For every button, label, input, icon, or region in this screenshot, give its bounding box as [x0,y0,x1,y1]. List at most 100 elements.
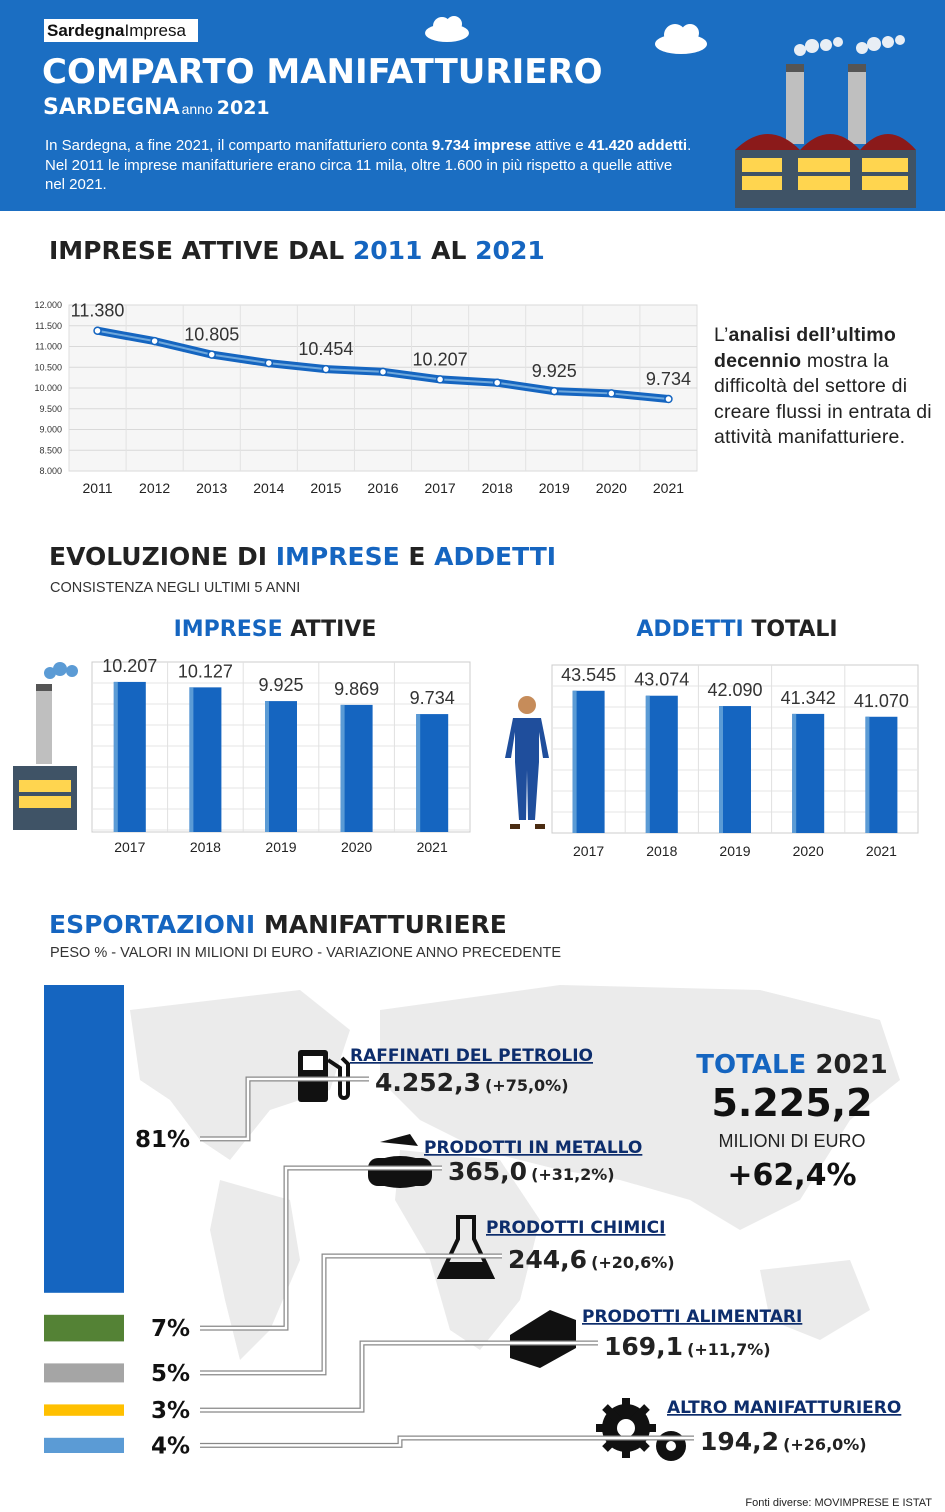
x-tick-label: 2014 [253,480,284,496]
x-tick-label: 2015 [310,480,341,496]
point [150,336,159,346]
amount-change: (+75,0%) [485,1076,569,1095]
x-tick-label: 2016 [367,480,398,496]
data-label: 10.207 [102,656,157,676]
amount: 169,1 (+11,7%) [604,1332,771,1361]
total-label: TOTALE 2021 [696,1050,887,1080]
world-map [130,985,900,1360]
amount-value: 365,0 [448,1157,527,1186]
text-run: analisi dell’ultimo decennio [714,324,896,372]
clouds [425,16,707,54]
data-label: 9.869 [334,679,379,699]
share-label: 81% [135,1127,190,1153]
brand-b: Impresa [124,21,186,40]
bar-shade [572,690,577,833]
connector [200,1436,694,1447]
bar-shade [113,681,118,832]
bar [719,706,751,833]
point [492,378,502,387]
text-run: ADDETTI [434,542,556,571]
total-unit: MILIONI DI EURO [718,1131,865,1151]
amount-change: (+31,2%) [531,1165,615,1184]
share-block [44,1363,124,1383]
bar-shade [189,687,194,832]
worker-icon [505,696,549,829]
text-run: IMPRESE [174,617,283,642]
text-run: IMPRESE [276,542,400,571]
x-tick-label: 2020 [793,843,824,859]
x-tick-label: 2018 [190,839,221,855]
text-run: ATTIVE [283,617,377,642]
share-block [44,1437,124,1453]
x-tick-label: 2021 [653,480,684,496]
share-block [44,1314,124,1342]
text-run: ADDETTI [636,617,743,642]
data-label: 43.074 [634,670,689,690]
text-run: MANIFATTURIERE [255,910,507,939]
share-label: 4% [151,1433,190,1459]
data-label: 11.380 [71,301,125,321]
connector [200,1341,598,1412]
point [321,364,331,374]
point [550,386,559,396]
y-tick-label: 8.500 [39,445,62,455]
amount: 4.252,3 (+75,0%) [375,1068,569,1097]
factory-illustration [735,35,916,208]
data-label: 9.925 [532,361,577,381]
text-run: 41.420 addetti [587,137,688,154]
y-tick-label: 12.000 [34,300,62,310]
category-name: RAFFINATI DEL PETROLIO [350,1046,593,1066]
x-tick-label: 2021 [417,839,448,855]
text-run: attive e [531,137,588,154]
bar-shade [416,714,421,832]
subtitle-prefix: anno [182,101,213,117]
text-run: mostra la difficoltà del settore di crea… [714,349,932,449]
bar [645,695,678,833]
amount-change: (+20,6%) [591,1253,675,1272]
data-label: 41.070 [854,691,909,711]
text-run: In Sardegna, a fine 2021, il comparto ma… [45,137,432,154]
text-run: TOTALI [744,617,838,642]
amount: 365,0 (+31,2%) [448,1157,615,1186]
category-name: PRODOTTI IN METALLO [424,1138,642,1158]
point [378,367,388,377]
bar-shade [719,706,723,833]
amount: 194,2 (+26,0%) [700,1427,867,1456]
data-label: 43.545 [561,665,616,685]
trend-note: L’analisi dell’ultimo decennio mostra la… [714,323,939,451]
amount-change: (+11,7%) [687,1340,771,1359]
category-name: PRODOTTI CHIMICI [486,1218,665,1238]
share-label: 7% [151,1316,190,1342]
bar [416,714,449,832]
bar [792,713,825,833]
main-title: COMPARTO MANIFATTURIERO [42,52,603,92]
brand-box [44,19,198,42]
brand-a: Sardegna [47,21,125,40]
data-label: 9.734 [646,369,691,389]
footer-source: Fonti diverse: MOVIMPRESE E ISTAT [745,1497,932,1509]
amount-change: (+26,0%) [783,1435,867,1454]
point [207,350,216,359]
x-tick-label: 2019 [719,843,750,859]
bar [572,690,605,833]
x-tick-label: 2018 [646,843,677,859]
chart-title: IMPRESE ATTIVE [174,617,377,642]
y-tick-label: 10.500 [34,362,62,372]
bar [340,704,373,832]
text-run: IMPRESE ATTIVE DAL [49,236,353,265]
share-label: 3% [151,1398,190,1424]
data-label: 42.090 [707,680,762,700]
text-run: EVOLUZIONE DI [49,542,276,571]
text-run: ESPORTAZIONI [49,910,255,939]
text-run: TOTALE [696,1050,806,1080]
total-value: 5.225,2 [711,1081,872,1125]
chart-title: ADDETTI TOTALI [636,617,837,642]
brand: SardegnaImpresa [47,21,186,40]
connector [200,1254,502,1375]
category-name: PRODOTTI ALIMENTARI [582,1307,802,1327]
trend-title: IMPRESE ATTIVE DAL 2011 AL 2021 [49,236,545,265]
data-label: 10.454 [298,339,353,359]
y-tick-label: 11.500 [35,321,62,331]
